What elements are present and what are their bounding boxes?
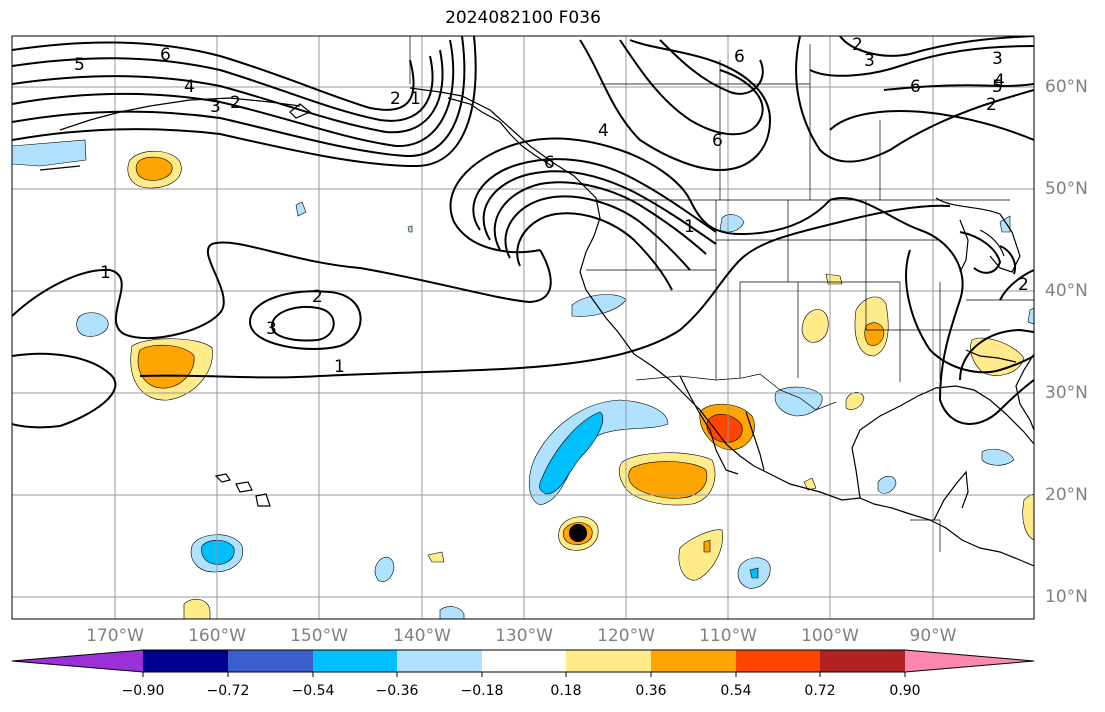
- latitude-label: 10°N: [1045, 587, 1088, 607]
- contour-label: 3: [864, 51, 875, 71]
- latitude-label: 40°N: [1045, 281, 1088, 301]
- latitude-label: 30°N: [1045, 383, 1088, 403]
- longitude-label: 110°W: [699, 626, 757, 646]
- colorbar-swatch: [736, 650, 820, 672]
- colorbar-tick-label: 0.18: [550, 683, 582, 699]
- colorbar-swatch: [651, 650, 736, 672]
- contour-label: 6: [910, 77, 921, 97]
- contour-label-group: 5 6 4 3 2 1 2 3 6 5 1 2 3 1 4 6 2 3 6 4 …: [74, 35, 1029, 377]
- contour-label: 4: [994, 71, 1005, 91]
- colorbar-tick-label: 0.54: [720, 683, 752, 699]
- colorbar-swatch: [482, 650, 566, 672]
- contour-label: 4: [598, 121, 609, 141]
- contour-label: 1: [100, 263, 111, 283]
- colorbar-tick-label: −0.54: [291, 683, 335, 699]
- longitude-label: 130°W: [495, 626, 553, 646]
- colorbar: [11, 649, 1035, 677]
- colorbar-swatch: [12, 650, 143, 672]
- contour-label: 3: [992, 49, 1003, 69]
- latitude-label: 20°N: [1045, 485, 1088, 505]
- longitude-label: 150°W: [290, 626, 348, 646]
- colorbar-tick-label: −0.72: [206, 683, 250, 699]
- longitude-label: 90°W: [909, 626, 957, 646]
- contour-label: 2: [390, 89, 401, 109]
- contour-label: 6: [734, 47, 745, 67]
- longitude-label: 160°W: [188, 626, 246, 646]
- tropical-cyclone-marker: [569, 524, 587, 542]
- contour-label: 1: [334, 357, 345, 377]
- contour-label: 3: [210, 97, 221, 117]
- contour-label: 6: [712, 131, 723, 151]
- colorbar-swatch: [397, 650, 482, 672]
- colorbar-swatch: [228, 650, 313, 672]
- colorbar-tick-label: 0.90: [889, 683, 921, 699]
- contour-label: 3: [266, 319, 277, 339]
- colorbar-swatch: [905, 650, 1034, 672]
- contour-label: 2: [852, 35, 863, 55]
- contour-label: 2: [230, 93, 241, 113]
- colorbar-swatch: [566, 650, 651, 672]
- colorbar-swatch: [313, 650, 397, 672]
- latitude-label: 60°N: [1045, 77, 1088, 97]
- contour-label: 2: [986, 95, 997, 115]
- longitude-label: 170°W: [86, 626, 144, 646]
- colorbar-tick-label: 0.36: [635, 683, 667, 699]
- contour-label: 6: [160, 45, 171, 65]
- colorbar-tick-label: 0.72: [804, 683, 836, 699]
- shaded-anomaly-regions: [12, 139, 1034, 619]
- latitude-label: 50°N: [1045, 179, 1088, 199]
- state-borders: [409, 36, 1034, 552]
- contour-label: 5: [74, 55, 85, 75]
- contour-lines: [12, 36, 1034, 429]
- contour-label: 4: [184, 77, 195, 97]
- contour-label: 6: [544, 153, 555, 173]
- colorbar-tick-label: −0.18: [460, 683, 504, 699]
- graticule: [12, 36, 1034, 619]
- colorbar-swatch: [820, 650, 905, 672]
- colorbar-tick-label: −0.90: [121, 683, 165, 699]
- colorbar-swatch: [143, 650, 228, 672]
- map-title: 2024082100 F036: [445, 8, 601, 28]
- longitude-label: 120°W: [597, 626, 655, 646]
- map-frame: [11, 35, 1035, 620]
- colorbar-tick-label: −0.36: [375, 683, 419, 699]
- contour-label: 2: [312, 287, 323, 307]
- contour-label: 5: [992, 77, 1003, 97]
- contour-label: 1: [410, 89, 421, 109]
- longitude-label: 100°W: [801, 626, 859, 646]
- contour-label: 1: [684, 217, 695, 237]
- contour-label: 2: [1018, 275, 1029, 295]
- longitude-label: 140°W: [393, 626, 451, 646]
